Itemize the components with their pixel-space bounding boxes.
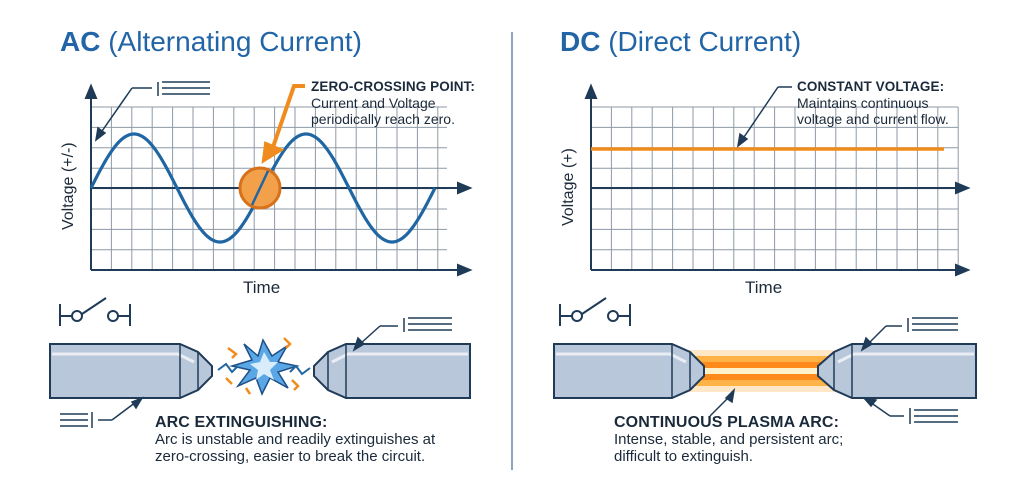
dc-panel: DC (Direct Current) (514, 0, 1024, 500)
panel-divider (511, 32, 513, 470)
dc-right-electrode (817, 343, 977, 399)
ac-y-axis-label: Voltage (+/-) (60, 142, 77, 230)
ac-x-axis-label: Time (243, 278, 281, 297)
constant-voltage-heading: CONSTANT VOLTAGE: (797, 79, 945, 94)
dc-title-rest: (Direct Current) (608, 26, 802, 57)
dc-switch-icon (559, 297, 631, 326)
constant-voltage-line2: voltage and current flow. (797, 111, 949, 127)
plasma-arc-leader-icon (709, 387, 736, 417)
dc-electrode-leader-icon (860, 317, 958, 352)
ac-panel: AC (Alternating Current) (0, 0, 510, 500)
plasma-arc-line1: Intense, stable, and persistent arc; (614, 431, 844, 448)
ac-right-electrode (313, 343, 471, 399)
dc-y-axis-label: Voltage (+) (560, 148, 577, 226)
dc-electrode-bottom-leader-icon (862, 396, 958, 424)
dc-graphics (553, 83, 977, 424)
dc-title-bold: DC (560, 26, 601, 57)
plasma-arc-icon (684, 350, 834, 392)
constant-voltage-line1: Maintains continuous (797, 95, 929, 111)
arc-extinguishing-callout: ARC EXTINGUISHING: Arc is unstable and r… (155, 414, 436, 466)
ac-label-leader-icon (94, 81, 210, 142)
ac-switch-icon (59, 297, 131, 326)
dc-axes (584, 83, 971, 277)
dc-left-electrode (553, 343, 705, 399)
zero-crossing-line2: periodically reach zero. (311, 111, 455, 127)
constant-voltage-callout: CONSTANT VOLTAGE: Maintains continuous v… (797, 79, 949, 127)
dc-title: DC (Direct Current) (560, 26, 801, 58)
plasma-arc-line2: difficult to extinguish. (614, 448, 753, 465)
zero-crossing-line1: Current and Voltage (311, 95, 436, 111)
ac-graphics (49, 81, 473, 428)
ac-title-rest: (Alternating Current) (108, 26, 362, 57)
plasma-arc-heading: CONTINUOUS PLASMA ARC: (614, 414, 840, 431)
plasma-arc-callout: CONTINUOUS PLASMA ARC: Intense, stable, … (614, 414, 844, 466)
spark-icon (217, 337, 311, 396)
ac-left-electrode (49, 343, 213, 399)
zero-crossing-arrow-icon (261, 84, 305, 164)
ac-title: AC (Alternating Current) (60, 26, 362, 58)
zero-crossing-marker (238, 166, 282, 210)
zero-crossing-callout: ZERO-CROSSING POINT: Current and Voltage… (311, 79, 475, 127)
dc-x-axis-label: Time (745, 278, 783, 297)
ac-electrode-bottom-leader-icon (60, 396, 144, 428)
arc-extinguishing-line1: Arc is unstable and readily extinguishes… (155, 431, 436, 448)
ac-electrode-leader-icon (352, 317, 452, 352)
arc-extinguishing-line2: zero-crossing, easier to break the circu… (155, 448, 426, 465)
ac-title-bold: AC (60, 26, 101, 57)
arc-extinguishing-heading: ARC EXTINGUISHING: (155, 414, 328, 431)
constant-voltage-leader-icon (736, 86, 792, 148)
zero-crossing-heading: ZERO-CROSSING POINT: (311, 79, 476, 94)
